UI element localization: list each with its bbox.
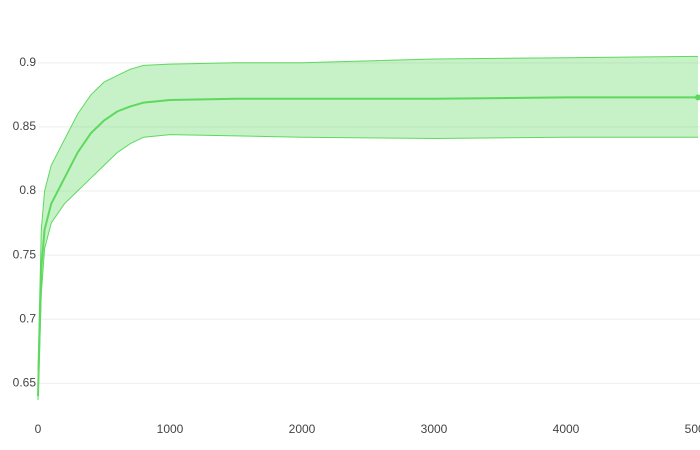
line: [37, 96, 698, 397]
x-tick-label: 4000: [553, 422, 580, 436]
y-tick-label: 0.7: [19, 311, 36, 325]
x-tick-label: 5000: [685, 422, 700, 436]
x-tick-label: 2000: [289, 422, 316, 436]
x-tick-label: 3000: [421, 422, 448, 436]
band-fill: [38, 56, 698, 401]
end-marker: [695, 94, 700, 101]
band-upper: [37, 55, 699, 371]
y-tick-label: 0.8: [19, 183, 36, 197]
x-tick-label: 1000: [157, 422, 184, 436]
y-tick-label: 0.75: [13, 247, 37, 261]
x-tick-label: 0: [35, 422, 42, 436]
y-tick-label: 0.85: [13, 119, 37, 133]
band-lower: [37, 134, 698, 401]
y-tick-label: 0.65: [13, 376, 37, 390]
y-tick-label: 0.9: [19, 55, 36, 69]
